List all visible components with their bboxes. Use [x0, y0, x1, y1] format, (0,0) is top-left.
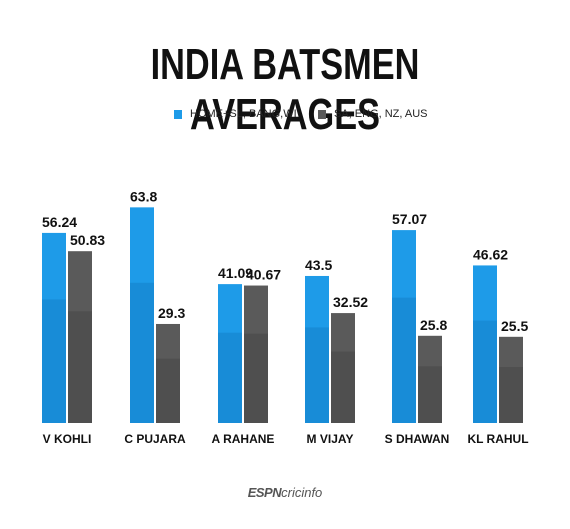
bar-shade-home-a-rahane: [218, 332, 242, 423]
bar-away-m-vijay: [331, 313, 355, 423]
data-label-home-m-vijay: 43.5: [305, 257, 332, 273]
bar-shade-away-c-pujara: [156, 358, 180, 423]
bar-home-a-rahane: [218, 284, 242, 423]
legend-swatch-home: [174, 109, 182, 119]
bar-shade-home-s-dhawan: [392, 297, 416, 423]
bar-shade-home-kl-rahul: [473, 320, 497, 423]
bar-shade-away-a-rahane: [244, 333, 268, 423]
category-label-a-rahane: A RAHANE: [212, 432, 275, 446]
bar-home-kl-rahul: [473, 265, 497, 423]
legend-swatch-away: [318, 109, 326, 119]
category-label-s-dhawan: S DHAWAN: [385, 432, 450, 446]
bar-away-a-rahane: [244, 285, 268, 423]
bar-home-v-kohli: [42, 232, 66, 423]
bar-shade-home-v-kohli: [42, 299, 66, 423]
data-label-away-v-kohli: 50.83: [70, 232, 105, 248]
data-label-home-c-pujara: 63.8: [130, 188, 157, 204]
data-label-away-c-pujara: 29.3: [158, 305, 185, 321]
bar-home-c-pujara: [130, 207, 154, 423]
legend-item-away: SA, ENG, NZ, AUS: [318, 108, 428, 120]
legend-item-home: HOME+SL, BANG,WI: [174, 108, 297, 120]
data-label-away-a-rahane: 40.67: [246, 267, 281, 283]
cricinfo-logo-text: cricinfo: [281, 485, 323, 500]
chart-title: INDIA BATSMEN AVERAGES: [150, 40, 420, 139]
data-label-away-s-dhawan: 25.8: [420, 317, 447, 333]
data-label-away-m-vijay: 32.52: [333, 294, 368, 310]
data-label-home-v-kohli: 56.24: [42, 214, 77, 230]
legend-label-away: SA, ENG, NZ, AUS: [334, 108, 428, 120]
bar-shade-away-m-vijay: [331, 351, 355, 423]
footer-logo: ESPNcricinfo: [0, 485, 570, 500]
category-label-kl-rahul: KL RAHUL: [467, 432, 528, 446]
bar-home-s-dhawan: [392, 230, 416, 423]
bar-away-v-kohli: [68, 251, 92, 423]
chart-legend: HOME+SL, BANG,WI SA, ENG, NZ, AUS: [0, 108, 570, 126]
legend-label-home: HOME+SL, BANG,WI: [190, 108, 297, 120]
bar-home-m-vijay: [305, 275, 329, 423]
category-label-m-vijay: M VIJAY: [307, 432, 354, 446]
bar-shade-home-c-pujara: [130, 282, 154, 423]
data-label-home-kl-rahul: 46.62: [473, 246, 508, 262]
bar-away-c-pujara: [156, 323, 180, 423]
data-label-home-s-dhawan: 57.07: [392, 211, 427, 227]
bar-shade-away-s-dhawan: [418, 366, 442, 423]
data-label-away-kl-rahul: 25.5: [501, 318, 528, 334]
category-label-v-kohli: V KOHLI: [43, 432, 92, 446]
espn-logo-text: ESPN: [247, 485, 282, 500]
bar-shade-home-m-vijay: [305, 327, 329, 423]
category-label-c-pujara: C PUJARA: [124, 432, 186, 446]
bar-away-kl-rahul: [499, 336, 523, 423]
bar-shade-away-v-kohli: [68, 311, 92, 423]
bar-shade-away-kl-rahul: [499, 366, 523, 423]
bar-away-s-dhawan: [418, 335, 442, 423]
data-label-home-a-rahane: 41.09: [218, 265, 253, 281]
